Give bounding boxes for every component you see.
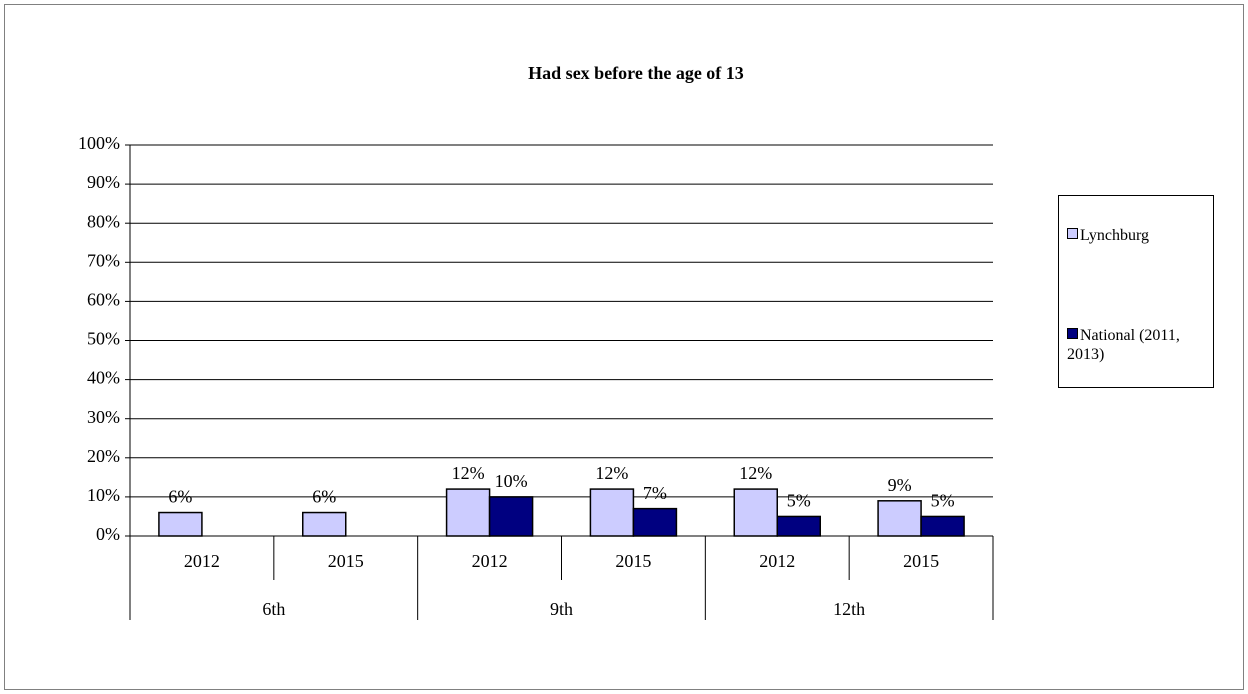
bar (302, 511, 347, 537)
y-tick-label: 50% (87, 329, 120, 349)
bar (877, 500, 922, 537)
y-tick-label: 70% (87, 250, 120, 270)
x-tick-label: 2015 (903, 551, 939, 571)
legend-item: Lynchburg (1067, 226, 1207, 245)
group-label: 6th (262, 599, 285, 619)
bar (589, 488, 635, 537)
y-tick-label: 90% (87, 172, 120, 192)
group-label: 9th (550, 599, 573, 619)
y-tick-label: 80% (87, 211, 120, 231)
legend-item: National (2011, 2013) (1067, 326, 1207, 364)
y-tick-label: 40% (87, 368, 120, 388)
x-tick-label: 2015 (328, 551, 364, 571)
bar (632, 507, 678, 537)
y-tick-label: 0% (96, 524, 120, 544)
legend-swatch (1067, 328, 1078, 339)
group-label: 12th (833, 599, 865, 619)
value-label: 10% (495, 471, 528, 491)
y-tick-label: 60% (87, 290, 120, 310)
value-label: 7% (643, 483, 667, 503)
value-label: 5% (931, 491, 955, 511)
value-label: 12% (595, 463, 628, 483)
bar (445, 488, 491, 537)
value-label: 5% (787, 491, 811, 511)
y-tick-label: 20% (87, 446, 120, 466)
bar (158, 511, 203, 537)
x-tick-label: 2015 (615, 551, 651, 571)
bar (920, 515, 965, 537)
value-label: 12% (739, 463, 772, 483)
bar (733, 488, 778, 537)
bar (488, 496, 534, 537)
y-tick-label: 30% (87, 407, 120, 427)
y-tick-label: 10% (87, 485, 120, 505)
chart-title: Had sex before the age of 13 (528, 63, 744, 83)
value-label: 12% (452, 463, 485, 483)
legend-swatch (1067, 228, 1078, 239)
legend-label: Lynchburg (1080, 227, 1150, 244)
legend: Lynchburg National (2011, 2013) (1058, 195, 1214, 388)
value-label: 6% (312, 487, 336, 507)
value-label: 9% (888, 475, 912, 495)
x-tick-label: 2012 (759, 551, 795, 571)
legend-label: National (2011, 2013) (1067, 327, 1180, 363)
chart-border (4, 4, 1244, 690)
x-tick-label: 2012 (472, 551, 508, 571)
x-tick-label: 2012 (184, 551, 220, 571)
bar (776, 515, 821, 537)
value-label: 6% (168, 487, 192, 507)
y-tick-label: 100% (78, 133, 120, 153)
